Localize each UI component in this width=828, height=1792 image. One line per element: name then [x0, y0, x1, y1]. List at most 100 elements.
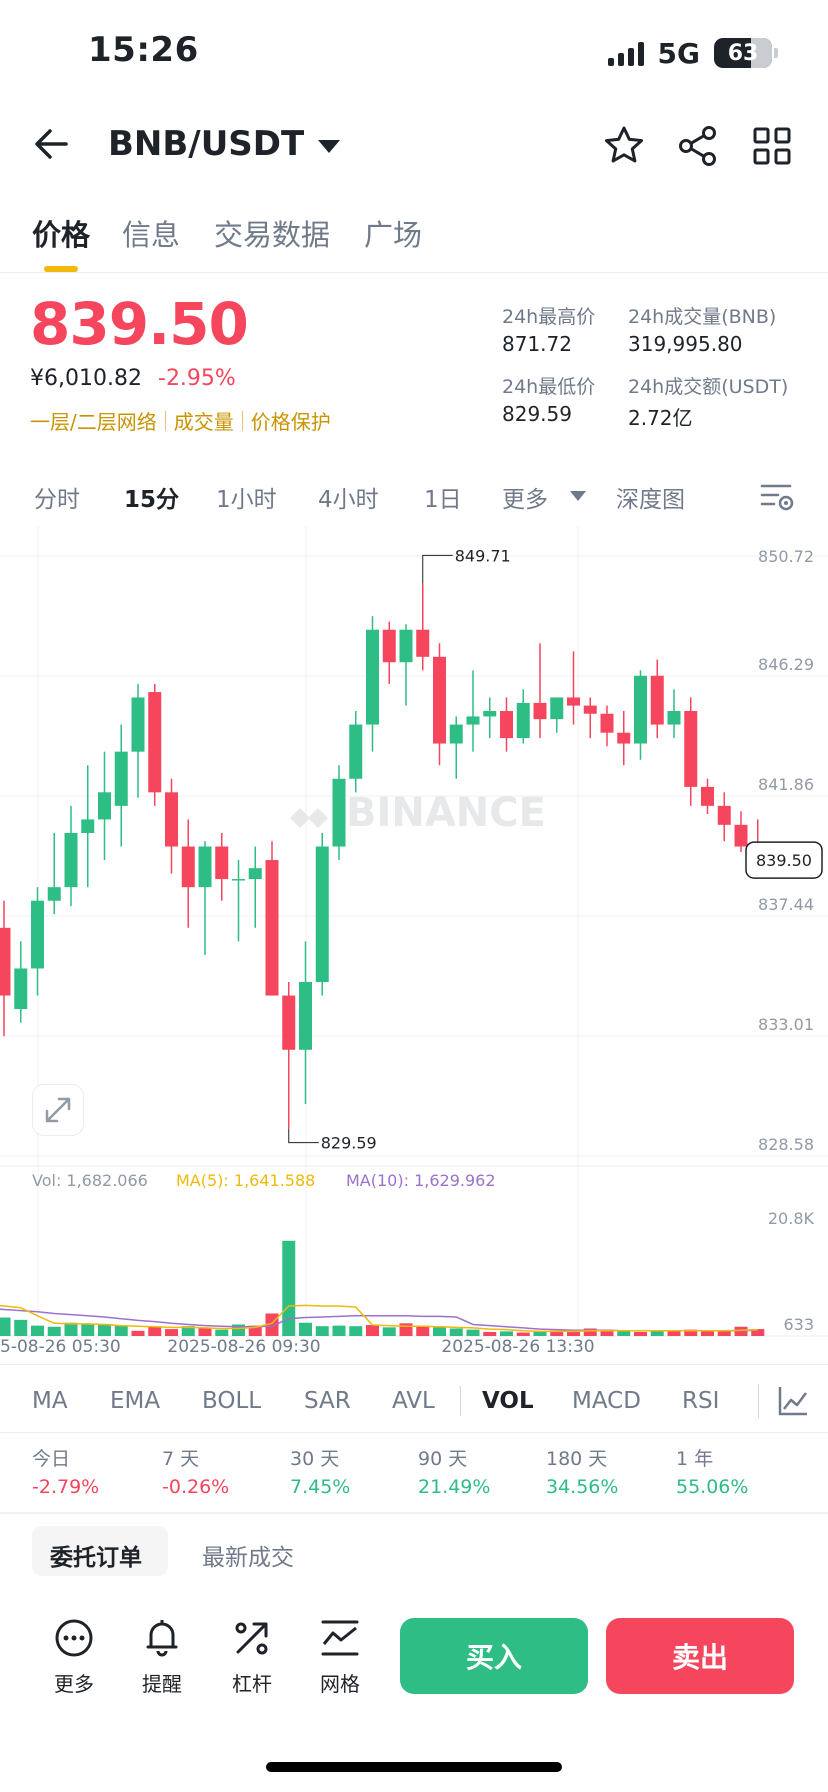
perf-label: 30 天 — [290, 1448, 340, 1470]
candle-body — [634, 675, 647, 744]
volume-legend: Vol: 1,682.066 — [32, 1171, 148, 1190]
volume-bar — [516, 1332, 530, 1336]
indicator-avl[interactable]: AVL — [392, 1388, 435, 1414]
candle-body — [215, 846, 229, 880]
expand-icon — [45, 1097, 71, 1123]
indicator-rsi[interactable]: RSI — [682, 1388, 720, 1414]
volume-bar — [701, 1330, 714, 1336]
tab-trading-data[interactable]: 交易数据 — [214, 218, 331, 252]
bell-icon[interactable] — [140, 1616, 184, 1660]
tag-layer[interactable]: 一层/二层网络 — [30, 410, 157, 434]
battery-percent: 63 — [727, 40, 759, 66]
candle-body — [583, 705, 597, 714]
indicator-divider — [460, 1386, 461, 1416]
candle-body — [265, 860, 279, 996]
divider — [0, 1432, 828, 1433]
indicator-ma[interactable]: MA — [32, 1388, 68, 1414]
candle-body — [382, 629, 396, 663]
price-chart[interactable]: BINANCE 850.72 846.29 841.86 837.44 833.01 828… — [0, 526, 828, 1354]
indicator-macd[interactable]: MACD — [572, 1388, 641, 1414]
stat-high-value: 871.72 — [502, 332, 572, 356]
candle-body — [98, 792, 111, 820]
volume-bar — [47, 1326, 61, 1336]
indicator-boll[interactable]: BOLL — [202, 1388, 262, 1414]
indicator-settings-icon[interactable] — [776, 1384, 810, 1418]
divider — [0, 1512, 828, 1514]
interval-depth[interactable]: 深度图 — [616, 487, 685, 513]
candle-body — [734, 824, 748, 847]
leverage-icon[interactable] — [230, 1616, 274, 1660]
indicator-divider — [758, 1384, 759, 1418]
indicator-sar[interactable]: SAR — [304, 1388, 351, 1414]
star-icon[interactable] — [602, 124, 646, 168]
interval-15m[interactable]: 15分 — [124, 487, 180, 513]
volume-bar — [64, 1322, 78, 1336]
tab-square[interactable]: 广场 — [364, 218, 423, 252]
pair-selector[interactable]: BNB/USDT — [108, 124, 305, 164]
grid-menu-icon[interactable] — [750, 124, 794, 168]
interval-1d[interactable]: 1日 — [424, 487, 462, 513]
candle-body — [701, 786, 714, 806]
volume-bar — [416, 1325, 430, 1336]
volume-bar — [282, 1240, 296, 1336]
perf-label: 今日 — [32, 1448, 71, 1470]
expand-chart-button[interactable] — [32, 1084, 84, 1136]
interval-time[interactable]: 分时 — [34, 487, 80, 513]
ma10-legend: MA(10): 1,629.962 — [346, 1171, 496, 1190]
candle-body — [516, 702, 530, 739]
buy-button[interactable]: 买入 — [400, 1618, 588, 1694]
tab-price[interactable]: 价格 — [32, 218, 91, 252]
candle-body — [567, 697, 580, 706]
more-icon[interactable] — [52, 1616, 96, 1660]
perf-value: 55.06% — [676, 1476, 749, 1498]
interval-1h[interactable]: 1小时 — [216, 487, 277, 513]
volume-bar — [449, 1328, 463, 1336]
volume-bar — [667, 1331, 681, 1336]
candle-body — [181, 846, 195, 888]
tab-recent-trades[interactable]: 最新成交 — [202, 1545, 294, 1571]
tag-price-protect[interactable]: 价格保护 — [250, 410, 331, 434]
chevron-down-icon[interactable] — [318, 140, 340, 153]
tag-volume[interactable]: 成交量 — [173, 410, 234, 434]
candle-body — [650, 675, 664, 725]
battery-level — [750, 38, 772, 68]
tab-info[interactable]: 信息 — [122, 218, 181, 252]
chevron-down-icon[interactable] — [570, 491, 586, 501]
volume-bar — [550, 1330, 564, 1336]
back-arrow-icon[interactable] — [30, 122, 74, 166]
price-tick-label: 846.29 — [758, 655, 814, 674]
high-marker-line — [422, 554, 453, 584]
candle-body — [449, 724, 463, 744]
candle-body — [282, 995, 296, 1050]
volume-bar — [751, 1329, 765, 1336]
candle-body — [81, 819, 95, 833]
tab-open-orders[interactable]: 委托订单 — [50, 1545, 142, 1571]
home-indicator — [266, 1762, 562, 1772]
nav-more-label: 更多 — [54, 1672, 94, 1696]
candle-body — [617, 732, 631, 744]
candle-body — [131, 697, 145, 752]
perf-label: 7 天 — [162, 1448, 200, 1470]
candle-body — [198, 846, 212, 888]
grid-trading-icon[interactable] — [318, 1616, 362, 1660]
volume-bar — [650, 1330, 664, 1336]
interval-more[interactable]: 更多 — [502, 487, 548, 513]
candle-body — [64, 832, 78, 888]
time-axis-label: 2025-08-26 13:30 — [441, 1337, 594, 1354]
indicator-vol[interactable]: VOL — [482, 1388, 534, 1414]
volume-bar — [684, 1329, 698, 1336]
volume-bar — [248, 1325, 262, 1336]
volume-bar — [114, 1325, 128, 1336]
volume-bar — [31, 1325, 44, 1336]
share-icon[interactable] — [676, 124, 720, 168]
interval-4h[interactable]: 4小时 — [318, 487, 379, 513]
volume-bar — [349, 1326, 363, 1336]
candle-body — [600, 713, 614, 733]
chart-settings-icon[interactable] — [760, 482, 794, 512]
indicator-ema[interactable]: EMA — [110, 1388, 161, 1414]
volume-bar — [131, 1330, 145, 1336]
volume-bar — [617, 1330, 631, 1336]
price-tick-label: 837.44 — [758, 895, 814, 914]
sell-button[interactable]: 卖出 — [606, 1618, 794, 1694]
candle-body — [466, 716, 480, 725]
